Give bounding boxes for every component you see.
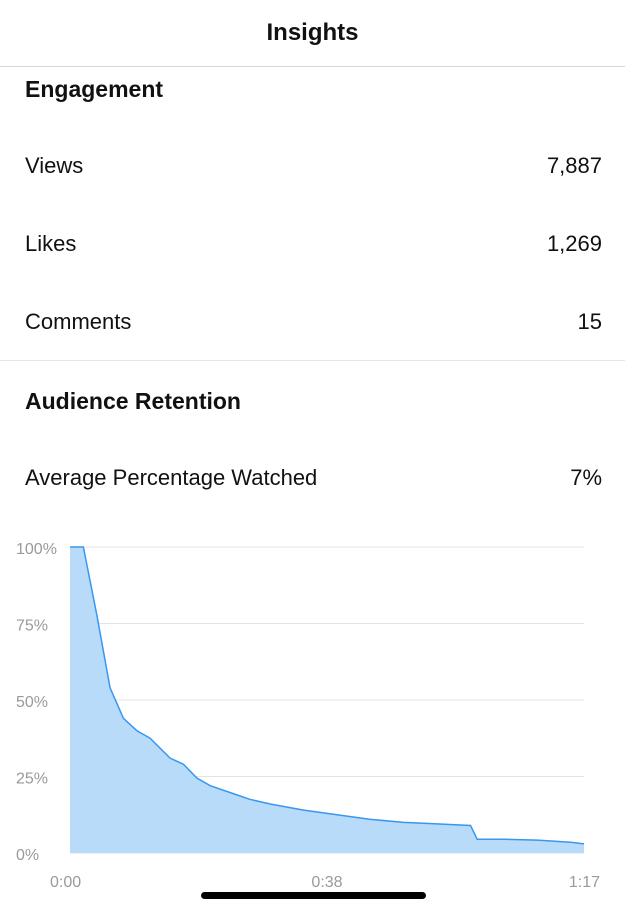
retention-chart-svg: 100% 75% 50% 25% 0% 0:00 0:38 1:17 [16, 541, 600, 891]
home-indicator [201, 892, 426, 899]
audience-retention-heading: Audience Retention [25, 388, 241, 414]
y-tick-label: 0% [16, 847, 39, 864]
top-header: Insights [0, 0, 625, 67]
y-tick-label: 100% [16, 541, 57, 558]
page-title: Insights [266, 19, 359, 46]
views-label: Views [25, 153, 84, 178]
average-watched-value: 7% [570, 465, 602, 490]
section-divider [0, 360, 625, 361]
retention-chart: 100% 75% 50% 25% 0% 0:00 0:38 1:17 [0, 530, 625, 900]
retention-line [70, 546, 585, 845]
average-watched-label: Average Percentage Watched [25, 465, 318, 490]
engagement-heading: Engagement [25, 76, 164, 102]
x-tick-label: 1:17 [569, 874, 600, 891]
y-tick-label: 75% [16, 618, 48, 635]
views-row: Views 7,887 [25, 146, 602, 186]
y-tick-label: 25% [16, 771, 48, 788]
likes-label: Likes [25, 231, 77, 256]
retention-area [70, 547, 584, 853]
x-tick-label: 0:38 [311, 874, 342, 891]
x-tick-label: 0:00 [50, 874, 81, 891]
comments-row: Comments 15 [25, 302, 602, 342]
y-tick-label: 50% [16, 694, 48, 711]
views-value: 7,887 [546, 153, 602, 178]
likes-value: 1,269 [546, 231, 602, 256]
comments-label: Comments [25, 309, 132, 334]
average-watched-row: Average Percentage Watched 7% [25, 458, 602, 498]
likes-row: Likes 1,269 [25, 224, 602, 264]
comments-value: 15 [577, 309, 602, 334]
